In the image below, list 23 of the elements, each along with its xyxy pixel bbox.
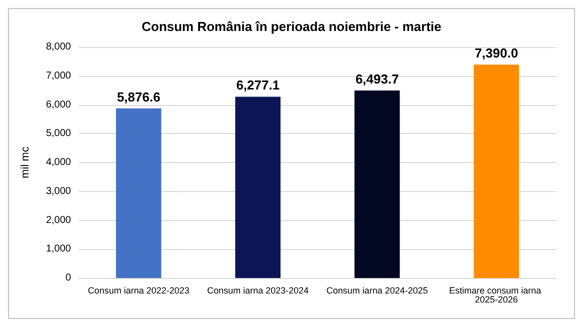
y-axis-title: mil mc bbox=[20, 146, 32, 178]
y-tick-label: 4,000 bbox=[46, 157, 72, 168]
y-tick-label: 7,000 bbox=[46, 70, 72, 82]
data-label: 6,277.1 bbox=[236, 78, 280, 93]
data-label: 5,876.6 bbox=[116, 89, 160, 104]
y-tick-label: 8,000 bbox=[46, 42, 72, 52]
x-tick-label: Consum iarna 2024-2025 bbox=[326, 286, 428, 296]
x-tick-label: Consum iarna 2023-2024 bbox=[207, 286, 309, 296]
y-tick-label: 1,000 bbox=[46, 244, 72, 255]
x-tick-label: Estimare consum iarna 2025-2026 bbox=[449, 286, 544, 304]
bar bbox=[474, 64, 520, 278]
data-label: 7,390.0 bbox=[474, 46, 518, 61]
y-tick-label: 0 bbox=[65, 272, 72, 284]
x-tick-label: Consum iarna 2022-2023 bbox=[88, 286, 190, 296]
y-tick-label: 5,000 bbox=[46, 128, 72, 140]
y-tick-label: 6,000 bbox=[46, 99, 72, 110]
chart-title: Consum România în perioada noiembrie - martie bbox=[142, 19, 442, 34]
y-tick-label: 3,000 bbox=[46, 186, 72, 197]
y-tick-label: 2,000 bbox=[46, 214, 72, 226]
bar bbox=[235, 96, 281, 278]
bar bbox=[116, 108, 162, 278]
data-label: 6,493.7 bbox=[355, 71, 399, 86]
bar bbox=[354, 90, 400, 278]
